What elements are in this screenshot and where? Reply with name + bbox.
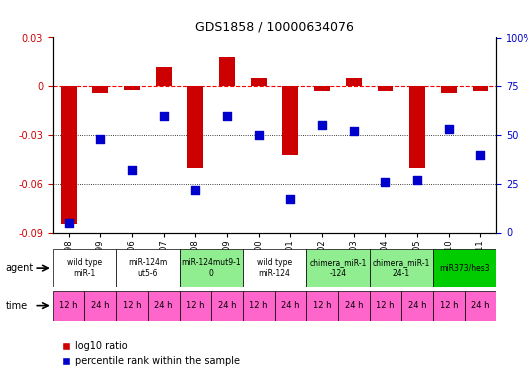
Text: wild type
miR-1: wild type miR-1 [67, 258, 102, 278]
Text: miR373/hes3: miR373/hes3 [439, 264, 490, 273]
Text: 24 h: 24 h [281, 301, 300, 310]
Point [476, 152, 485, 157]
FancyBboxPatch shape [370, 249, 433, 287]
FancyBboxPatch shape [338, 291, 370, 321]
FancyBboxPatch shape [465, 291, 496, 321]
FancyBboxPatch shape [180, 291, 211, 321]
Bar [282, 86, 298, 154]
Text: 24 h: 24 h [408, 301, 427, 310]
Bar [187, 86, 203, 168]
Point [191, 187, 200, 193]
Point [413, 177, 421, 183]
Text: 12 h: 12 h [313, 301, 332, 310]
FancyBboxPatch shape [180, 249, 243, 287]
Bar [219, 57, 235, 86]
Text: 24 h: 24 h [91, 301, 110, 310]
FancyBboxPatch shape [116, 249, 180, 287]
Text: 24 h: 24 h [154, 301, 173, 310]
Text: GDS1858 / 10000634076: GDS1858 / 10000634076 [195, 21, 354, 34]
Text: 12 h: 12 h [376, 301, 395, 310]
Point [128, 167, 136, 173]
Point [254, 132, 263, 138]
Bar [441, 86, 457, 93]
Bar [346, 78, 362, 86]
Text: 12 h: 12 h [186, 301, 205, 310]
Bar [409, 86, 425, 168]
FancyBboxPatch shape [306, 249, 370, 287]
Text: agent: agent [5, 263, 34, 273]
Point [318, 122, 326, 128]
Bar [314, 86, 330, 91]
Bar [251, 78, 267, 86]
Point [381, 179, 390, 185]
Text: 24 h: 24 h [344, 301, 363, 310]
FancyBboxPatch shape [306, 291, 338, 321]
FancyBboxPatch shape [53, 249, 116, 287]
FancyBboxPatch shape [148, 291, 180, 321]
Text: 24 h: 24 h [471, 301, 490, 310]
FancyBboxPatch shape [84, 291, 116, 321]
Point [223, 112, 231, 118]
Text: miR-124m
ut5-6: miR-124m ut5-6 [128, 258, 167, 278]
Text: miR-124mut9-1
0: miR-124mut9-1 0 [182, 258, 241, 278]
FancyBboxPatch shape [275, 291, 306, 321]
Text: 12 h: 12 h [122, 301, 142, 310]
Bar [473, 86, 488, 91]
FancyBboxPatch shape [401, 291, 433, 321]
Bar [156, 67, 172, 86]
FancyBboxPatch shape [433, 249, 496, 287]
Point [286, 196, 295, 202]
Point [159, 112, 168, 118]
Text: chimera_miR-1
24-1: chimera_miR-1 24-1 [373, 258, 430, 278]
FancyBboxPatch shape [116, 291, 148, 321]
Text: time: time [5, 301, 27, 310]
Point [96, 136, 105, 142]
Text: 12 h: 12 h [249, 301, 268, 310]
Text: chimera_miR-1
-124: chimera_miR-1 -124 [309, 258, 366, 278]
Legend: log10 ratio, percentile rank within the sample: log10 ratio, percentile rank within the … [58, 338, 244, 370]
FancyBboxPatch shape [53, 291, 84, 321]
FancyBboxPatch shape [243, 249, 306, 287]
FancyBboxPatch shape [243, 291, 275, 321]
Bar [92, 86, 108, 93]
FancyBboxPatch shape [433, 291, 465, 321]
Text: 12 h: 12 h [59, 301, 78, 310]
Bar [124, 86, 140, 90]
Text: 12 h: 12 h [439, 301, 458, 310]
Point [350, 128, 358, 134]
FancyBboxPatch shape [211, 291, 243, 321]
FancyBboxPatch shape [370, 291, 401, 321]
Bar [61, 86, 77, 224]
Text: 24 h: 24 h [218, 301, 237, 310]
Point [445, 126, 453, 132]
Text: wild type
miR-124: wild type miR-124 [257, 258, 292, 278]
Point [64, 220, 73, 226]
Bar [378, 86, 393, 91]
